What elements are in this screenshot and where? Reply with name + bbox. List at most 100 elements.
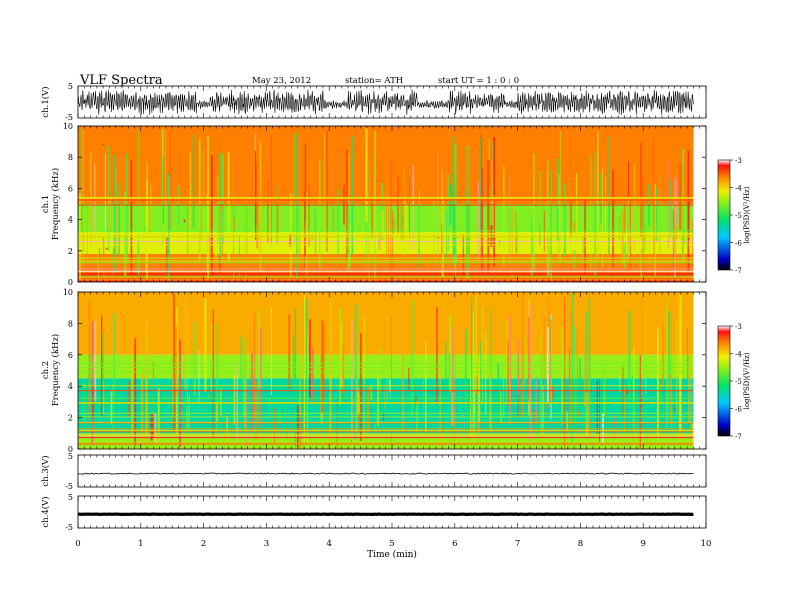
spectrogram-streak (612, 169, 615, 267)
spectrogram-streak (597, 132, 599, 258)
spectrogram-streak (692, 219, 694, 272)
spectrogram-streak (437, 235, 440, 239)
spectrogram-streak (466, 145, 469, 280)
spectrogram-streak (187, 188, 189, 257)
spectrogram-narrowband-line (78, 197, 694, 199)
spectrogram-narrowband-line (78, 412, 694, 414)
time-tick-label: 4 (326, 539, 331, 549)
spectrogram-streak (378, 231, 381, 250)
spectrogram-streak (415, 396, 417, 405)
spectrogram-streak (622, 365, 624, 418)
time-tick-label: 1 (138, 539, 143, 549)
spectrogram-streak (214, 231, 217, 258)
ch1-ytick-bottom: -5 (65, 113, 73, 122)
spectrogram-streak (318, 159, 321, 270)
spectrogram-streak (256, 199, 259, 249)
spectrogram-streak (236, 362, 238, 441)
ch1-colorbar-ticks: -3 -4 -5 -6 -7 (730, 157, 742, 275)
spectrogram-narrowband-line (78, 430, 694, 432)
spectrogram-streak (408, 366, 410, 390)
spectrogram-streak (679, 294, 682, 431)
spectrogram-streak (570, 197, 572, 236)
spectrogram-narrowband-line (78, 435, 694, 437)
spectrogram-streak (298, 193, 301, 254)
spec-ytick-label: 0 (68, 278, 73, 287)
spectrogram-streak (470, 374, 472, 439)
spectrogram-streak (468, 162, 471, 270)
ch2-spectrogram-image (78, 292, 706, 450)
spectrogram-narrowband-line (78, 402, 694, 404)
spectrogram-narrowband-line (78, 278, 694, 280)
spec-ytick-label: 10 (63, 288, 73, 297)
spectrogram-streak (114, 395, 116, 416)
spectrogram-streak (584, 200, 586, 275)
spectrogram-streak (218, 198, 221, 236)
spectrogram-narrowband-line (78, 397, 694, 399)
spectrogram-streak (326, 130, 328, 252)
spectrogram-streak (534, 410, 536, 425)
spectrogram-streak (507, 342, 509, 407)
start-time-label: start UT = 1 : 0 : 0 (438, 76, 519, 86)
spectrogram-streak (165, 130, 167, 237)
spectrogram-streak (379, 346, 381, 394)
colorbar-tick-label: -7 (735, 433, 742, 441)
ch2-spec-ylabel-freq: Frequency (kHz) (50, 334, 61, 406)
spectrogram-streak (304, 221, 306, 237)
spectrogram-streak (167, 173, 170, 281)
spectrogram-streak (257, 308, 259, 422)
spectrogram-streak (192, 134, 195, 228)
colorbar-tick-label: -3 (735, 157, 742, 165)
spectrogram-streak (113, 313, 116, 402)
spectrogram-streak (576, 330, 579, 416)
spectrogram-narrowband-line (78, 416, 694, 418)
spectrogram-streak (422, 376, 424, 411)
spectrogram-streak (439, 369, 441, 448)
spectrogram-streak (411, 301, 413, 416)
spectrogram-streak (436, 307, 438, 405)
ch4-ytick-top: 5 (68, 493, 73, 502)
spectrogram-streak (690, 363, 692, 430)
spectrogram-streak (233, 170, 235, 282)
spectrogram-streak (381, 210, 384, 239)
station-label: station= ATH (345, 76, 403, 86)
spectrogram-streak (533, 153, 535, 271)
spectrogram-streak (626, 389, 629, 394)
spectrogram-streak (311, 346, 314, 404)
spectrogram-streak (253, 313, 256, 420)
spectrogram-streak (288, 314, 291, 389)
spectrogram-streak (324, 133, 326, 256)
spectrogram-streak (206, 194, 208, 271)
spectrogram-streak (320, 319, 323, 413)
colorbar-tick-label: -6 (735, 240, 742, 248)
spectrogram-streak (203, 406, 205, 409)
spectrogram-streak (357, 388, 360, 414)
colorbar-tick-label: -7 (735, 267, 742, 275)
spectrogram-streak (358, 394, 361, 419)
spectrogram-streak (172, 293, 176, 433)
spectrogram-streak (485, 333, 487, 416)
spectrogram-streak (374, 131, 376, 233)
spectrogram-streak (242, 338, 246, 417)
spectrogram-streak (404, 200, 406, 255)
spectrogram-streak (118, 182, 121, 256)
spectrogram-streak (227, 151, 230, 263)
spectrogram-streak (386, 313, 388, 403)
spectrogram-streak (543, 315, 545, 417)
spectrogram-streak (671, 311, 673, 428)
spectrogram-streak (478, 181, 480, 259)
spec-ytick-label: 8 (68, 319, 73, 328)
spectrogram-narrowband-line (78, 434, 694, 436)
spectrogram-narrowband-line (78, 428, 694, 430)
spectrogram-streak (489, 186, 491, 229)
spectrogram-streak (588, 297, 591, 390)
spectrogram-streak (308, 184, 310, 247)
spectrogram-narrowband-line (78, 431, 694, 433)
spectrogram-streak (198, 349, 200, 403)
spectrogram-streak (573, 250, 576, 268)
spectrogram-streak (273, 407, 275, 443)
colorbar-tick-label: -4 (735, 185, 742, 193)
ch2-colorbar (717, 325, 731, 437)
spectrogram-streak (573, 327, 576, 422)
colorbar-tick-label: -5 (735, 212, 742, 220)
